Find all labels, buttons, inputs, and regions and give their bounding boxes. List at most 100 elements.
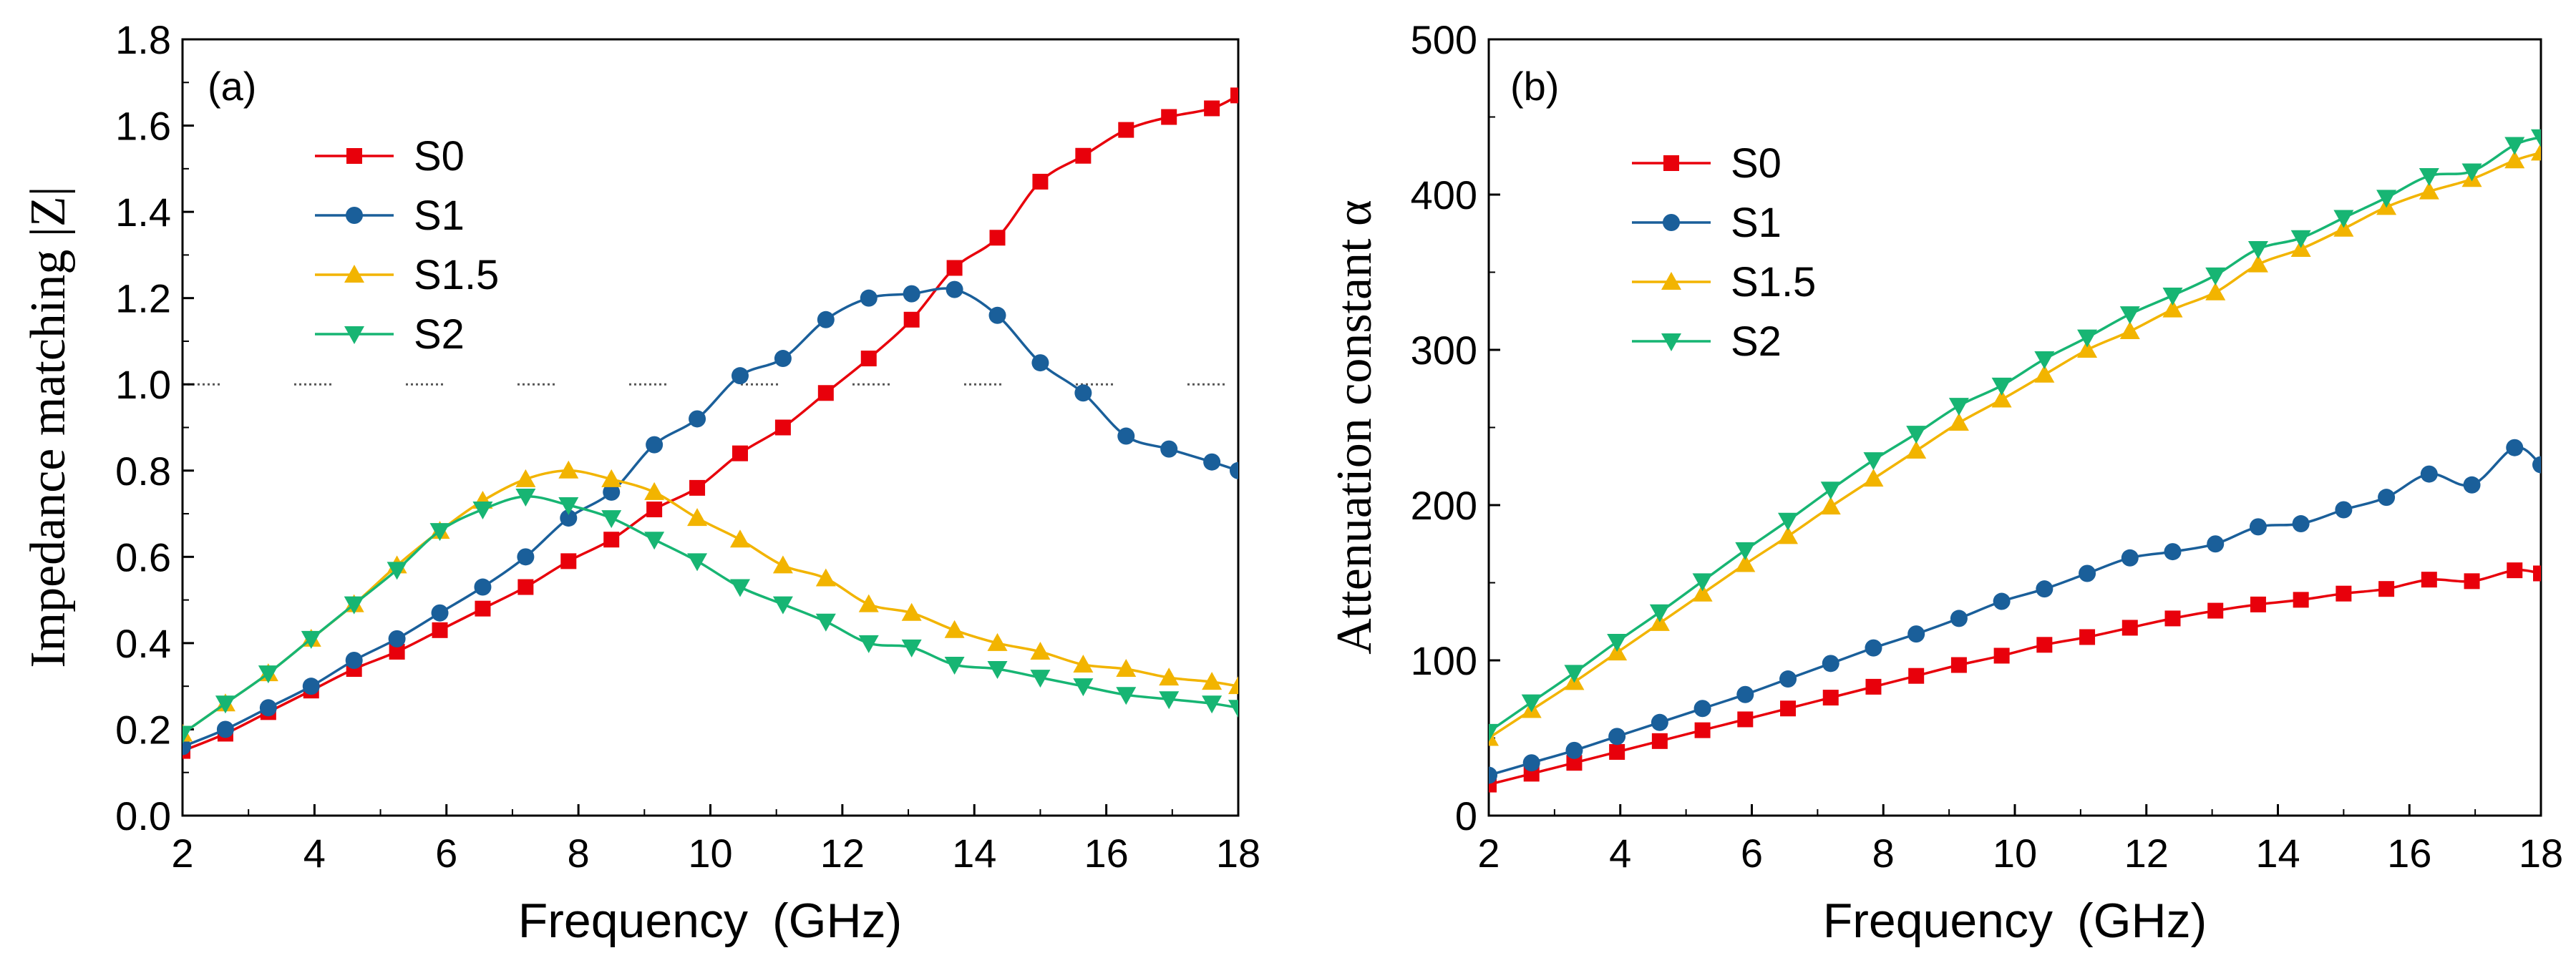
data-point-s1-5 [858,594,879,612]
data-point-s0 [1032,173,1049,190]
data-point-s1-5 [2034,364,2055,383]
data-point-s0 [2121,620,2138,636]
y-tick-label: 1.6 [115,104,171,149]
data-point-s1 [646,436,664,454]
data-point-s0 [1609,744,1625,761]
y-tick-label: 1.0 [115,362,171,407]
series-line-s1 [183,287,1238,748]
data-point-s1-5 [601,469,622,487]
data-point-s2 [987,661,1008,680]
y-tick-label: 0.2 [115,707,171,752]
data-point-s1 [1565,741,1583,759]
x-axis-a: 2 4 6 8 10 12 14 16 18 [171,804,1260,876]
data-point-s1 [1160,440,1178,458]
legend-marker-s2 [1661,333,1681,351]
series-line-s1-5 [183,469,1238,735]
data-point-s2 [258,665,278,684]
data-point-s1 [1651,713,1668,731]
data-point-s0 [2507,562,2523,579]
y-axis-title-a: Impedance matching |Z| [21,186,76,668]
data-point-s2 [1778,512,1799,531]
y-tick-label: 100 [1411,638,1477,683]
data-point-s0 [903,311,920,328]
data-point-s0 [989,230,1006,246]
data-point-s1 [1950,610,1968,627]
data-point-s2 [2034,351,2055,370]
data-point-s2 [1906,426,1927,444]
data-point-s0 [1118,122,1134,138]
data-point-s0 [2250,596,2266,612]
data-point-s2 [2504,137,2525,155]
legend-b: S0 S1 S1.5 S2 [1632,140,1816,365]
x-tick-label: 18 [1216,831,1260,876]
data-point-s2 [2162,288,2183,306]
data-point-s0 [1489,776,1497,793]
data-point-s2 [1489,723,1499,742]
data-point-s0 [1204,100,1220,117]
legend-marker-s0 [346,148,362,164]
data-point-s1 [2079,564,2096,582]
data-point-s2 [2290,230,2311,248]
data-point-s0 [2079,629,2096,645]
data-point-s1 [1117,427,1135,445]
data-point-s1 [1203,453,1221,471]
data-point-s1 [817,311,835,328]
data-point-s1-5 [644,481,665,500]
data-point-s0 [1075,147,1092,164]
data-point-s1 [731,367,749,385]
data-point-s1 [988,306,1006,324]
data-point-s0 [1780,700,1797,717]
data-point-s1 [603,483,621,501]
data-point-s1-5 [729,529,750,548]
series-group-b [1489,129,2541,793]
legend-label: S0 [414,133,465,180]
y-tick-label: 1.4 [115,190,171,235]
data-point-s2 [515,488,536,507]
data-point-s0 [517,579,534,595]
data-point-s0 [1694,722,1711,738]
data-point-s1-5 [1778,526,1799,544]
x-tick-label: 12 [820,831,865,876]
data-point-s1 [1779,670,1797,688]
data-point-s2 [1820,481,1841,500]
data-point-s2 [772,596,793,615]
data-point-s1 [903,285,920,303]
data-point-s1 [946,280,963,298]
data-point-s1 [1230,461,1238,479]
data-point-s1-5 [772,555,793,574]
data-point-s0 [817,385,834,401]
data-point-s1-5 [1692,583,1713,602]
series-s1-5 [1489,142,2541,746]
data-point-s0 [475,600,491,617]
data-point-s1-5 [558,460,579,479]
data-point-s1 [2420,465,2438,483]
panel-label-a: (a) [208,64,256,109]
data-point-s0 [1865,678,1882,695]
y-tick-label: 0.6 [115,534,171,580]
data-point-s1 [183,738,191,756]
data-point-s0 [689,479,706,496]
data-point-s1-5 [944,620,965,638]
data-point-s0 [1737,711,1754,728]
legend-label: S1 [1731,200,1782,246]
data-point-s2 [2119,306,2140,325]
data-point-s1-5 [987,632,1008,651]
data-point-s1 [1074,384,1092,402]
data-point-s1 [1993,592,2011,610]
data-point-s0 [732,445,748,461]
data-point-s0 [2207,602,2224,619]
x-tick-label: 16 [2387,831,2431,876]
data-point-s0 [389,643,405,660]
data-point-s2 [558,497,579,515]
y-tick-label: 0.8 [115,449,171,494]
data-point-s2 [601,510,622,529]
data-point-s2 [2077,329,2098,348]
data-point-s1 [1865,639,1882,657]
data-point-s1 [2506,439,2524,456]
legend-marker-s2 [344,326,364,344]
data-point-s1 [259,699,277,717]
data-point-s0 [860,351,877,367]
data-point-s0 [2533,565,2541,582]
data-point-s1-5 [2162,299,2183,318]
data-point-s1-5 [1116,659,1137,678]
